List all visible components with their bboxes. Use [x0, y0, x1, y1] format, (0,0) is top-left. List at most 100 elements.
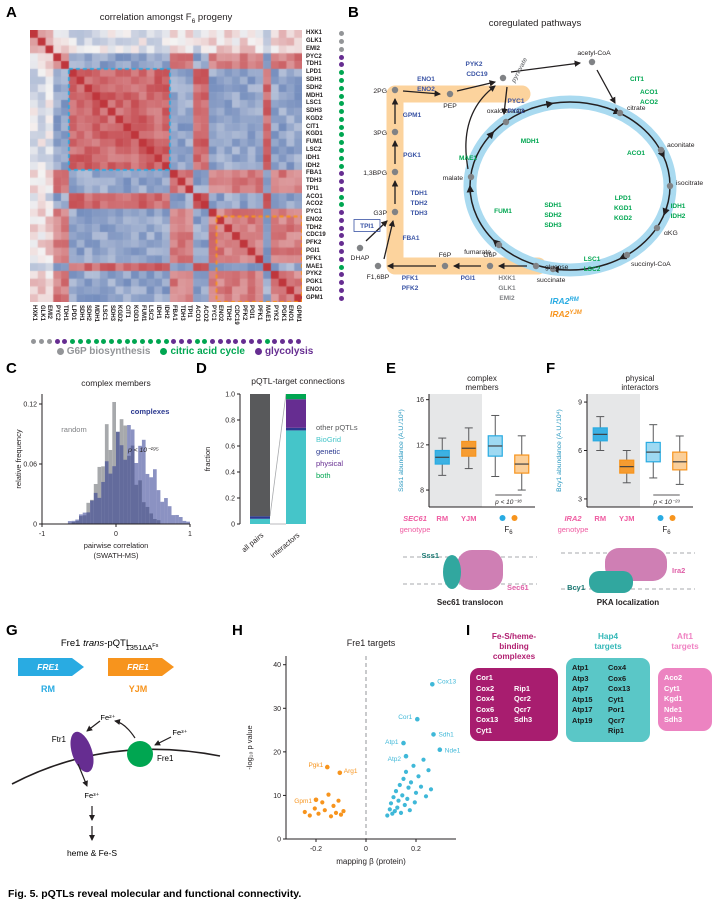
legend-entry-both: both — [316, 471, 331, 480]
gene-name: Atp17 — [572, 705, 593, 714]
random-annotation: random — [61, 425, 86, 434]
enzyme-label: IDH1 — [671, 203, 686, 210]
point-label-Atp2: Atp2 — [388, 756, 402, 763]
legend-label: citric acid cycle — [170, 346, 245, 357]
data-point — [416, 774, 421, 779]
data-point — [307, 813, 312, 818]
category-dot-bottom — [280, 339, 286, 344]
category-dot-bottom — [179, 339, 185, 344]
hist-bar-complexes — [101, 481, 105, 524]
category-dot-bottom — [85, 339, 91, 344]
gene-name: Cox4 — [608, 663, 627, 672]
data-point — [328, 814, 334, 819]
category-dot-right — [339, 163, 344, 169]
gene-name: Atp3 — [572, 673, 589, 683]
fre1-reductase-shape — [127, 741, 153, 767]
x-tick-label: 1 — [188, 531, 192, 538]
gene-label-right: SDH2 — [306, 84, 323, 91]
category-dot-bottom — [210, 339, 216, 344]
group-title-line: Hap4 — [597, 632, 619, 641]
gene-label-right: PYC2 — [306, 53, 322, 60]
gene-name: Atp7 — [572, 684, 589, 693]
gene-label-bottom: LSC1 — [100, 305, 107, 321]
hist-bar-complexes — [127, 425, 131, 524]
category-dot-bottom — [202, 339, 208, 344]
gene-row: Sdh3 — [664, 715, 706, 726]
gene-label-bottom: ACO1 — [194, 305, 201, 322]
gene-name: Cor1 — [476, 673, 493, 682]
gene-label-right: MAE1 — [306, 263, 323, 270]
gene-row: Atp3 Cox6 — [572, 674, 644, 685]
enzyme-label: SDH1 — [544, 202, 562, 209]
bar-label: all pairs — [240, 530, 266, 554]
metabolite-label: malate — [443, 175, 464, 182]
data-point — [407, 808, 412, 813]
enzyme-label: MDH1 — [521, 138, 540, 145]
genotype-word-label: genotype — [400, 525, 431, 534]
y-tick-label: 30 — [273, 706, 281, 713]
metabolite-node — [391, 86, 399, 94]
metabolite-node — [549, 265, 557, 273]
metabolite-label: 1,3BPG — [363, 170, 387, 177]
data-point — [398, 810, 404, 815]
hist-bar-complexes — [116, 431, 120, 524]
enzyme-label: GLK1 — [498, 285, 516, 292]
panelG-fre1-diagram: Fre1 trans-pQTL FRE1 RM FRE1 1351ΔAFs YJ… — [11, 638, 221, 858]
gene-row: Cox6 Qcr7 — [476, 705, 552, 716]
data-point — [421, 757, 426, 762]
hist-bar-complexes — [141, 439, 146, 524]
point-label-Pgk1: Pgk1 — [308, 762, 323, 769]
category-dot-bottom — [31, 339, 37, 344]
metabolite-node — [391, 168, 399, 176]
gene-label-right: ENO1 — [306, 286, 323, 293]
labeled-data-point — [325, 764, 330, 770]
category-dot-right — [339, 101, 344, 107]
reaction-arrow — [365, 220, 388, 242]
x-tick-label: 0 — [364, 846, 368, 853]
yjm-tag: YJM — [129, 684, 148, 694]
legend-entry-biogrid: BioGrid — [316, 435, 341, 444]
data-point — [408, 780, 414, 785]
category-dot-bottom — [272, 339, 278, 344]
group-title-line: targets — [671, 642, 699, 651]
point-label-Gpm1: Gpm1 — [294, 798, 312, 805]
panel-label-I: I — [466, 622, 471, 639]
category-dot-right — [339, 217, 344, 223]
y-tick-label: 3 — [578, 496, 582, 503]
category-dot-bottom — [78, 339, 83, 344]
metabolite-node — [532, 262, 540, 270]
metabolite-node — [657, 146, 665, 154]
hist-bar-complexes — [145, 473, 150, 524]
gene-label-right: PFK1 — [306, 255, 322, 262]
metabolite-node — [446, 90, 454, 98]
hist-bar-random — [97, 466, 102, 524]
category-dot-right — [339, 31, 344, 37]
genotype-word-label: genotype — [558, 525, 589, 534]
reaction-arrow — [501, 86, 508, 116]
category-dot-right — [339, 210, 344, 216]
group-title: Hap4 targets — [566, 632, 650, 652]
hist-bar-complexes — [167, 506, 172, 524]
metabolite-node — [588, 58, 596, 66]
labeled-data-point — [415, 716, 420, 722]
bar-segment-other — [250, 394, 270, 517]
fe3-label: Fe³⁺ — [84, 791, 99, 800]
group-box: Aco2 Cyt1 Kgd1 Nde1 Sdh3 — [658, 668, 712, 731]
gene-label-bottom: TDH1 — [61, 305, 68, 321]
metabolite-label: succinyl-CoA — [631, 261, 671, 268]
category-dot-right — [339, 295, 344, 301]
category-dot-bottom — [233, 339, 239, 344]
metabolite-label: citrate — [627, 105, 646, 112]
gene-label-right: ENO2 — [306, 216, 323, 223]
gene-label-bottom: GPM1 — [295, 305, 302, 323]
data-point — [397, 782, 402, 788]
hist-bar-complexes — [71, 520, 76, 524]
gene-label-bottom: TDH2 — [225, 305, 232, 321]
gene-name: Atp19 — [572, 715, 593, 725]
data-point — [316, 811, 321, 816]
group-title-line: targets — [594, 642, 622, 651]
x-axis-title: pairwise correlation — [84, 541, 149, 550]
enzyme-label: TDH2 — [411, 200, 428, 207]
hist-bar-complexes — [149, 477, 153, 524]
tspan-shape: 6 — [509, 530, 513, 536]
